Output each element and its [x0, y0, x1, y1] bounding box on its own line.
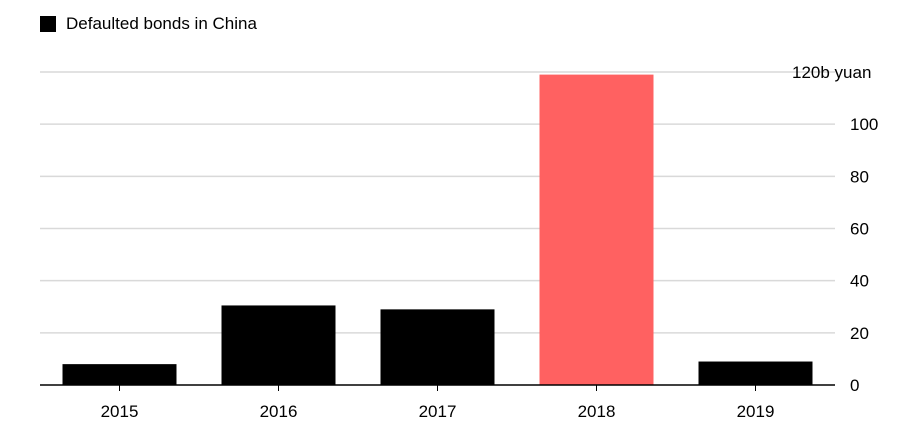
x-tick-label: 2015	[101, 402, 139, 421]
y-tick-label: 80	[850, 167, 869, 186]
y-tick-label: 60	[850, 220, 869, 239]
bar-2016	[221, 305, 336, 385]
bar-2015	[62, 364, 177, 385]
y-tick-label: 40	[850, 272, 869, 291]
bar-2017	[380, 309, 495, 385]
x-tick-label: 2017	[419, 402, 457, 421]
legend-label: Defaulted bonds in China	[66, 14, 257, 33]
bar-2018	[539, 74, 654, 385]
y-tick-label: 0	[850, 376, 859, 395]
y-tick-label: 120b yuan	[792, 63, 871, 82]
legend-swatch	[40, 16, 56, 32]
legend: Defaulted bonds in China	[40, 14, 257, 34]
y-tick-label: 20	[850, 324, 869, 343]
y-tick-label: 100	[850, 115, 878, 134]
x-tick-label: 2016	[260, 402, 298, 421]
bar-2019	[698, 361, 813, 385]
x-tick-label: 2019	[737, 402, 775, 421]
x-tick-label: 2018	[578, 402, 616, 421]
